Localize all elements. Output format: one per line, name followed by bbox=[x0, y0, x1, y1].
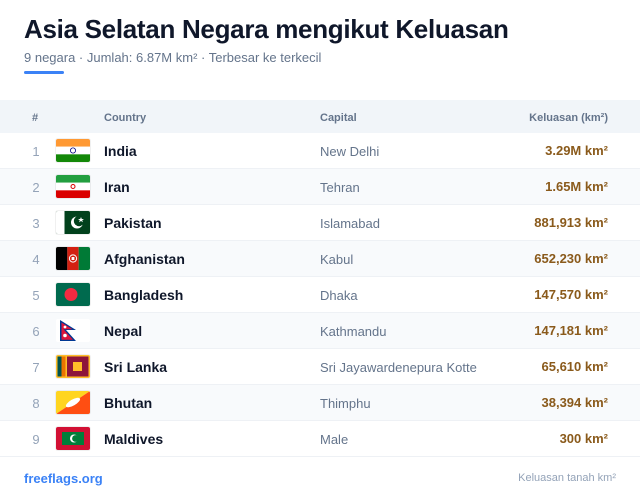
row-rank: 4 bbox=[32, 252, 40, 267]
row-rank: 2 bbox=[32, 180, 40, 195]
row-rank: 6 bbox=[32, 324, 40, 339]
area-value: 300 km² bbox=[559, 431, 608, 446]
row-rank: 1 bbox=[32, 144, 40, 159]
table-row: 7 Sri Lanka Sri Jayawardenepura Kotte 65… bbox=[0, 349, 640, 385]
bangladesh-flag-icon bbox=[56, 283, 90, 306]
capital-name: Kathmandu bbox=[320, 324, 387, 339]
sri-lanka-flag-icon bbox=[56, 355, 90, 378]
capital-name: New Delhi bbox=[320, 144, 380, 159]
table-row: 8 Bhutan Thimphu 38,394 km² bbox=[0, 385, 640, 421]
country-name: India bbox=[104, 143, 137, 159]
pakistan-flag-icon bbox=[56, 211, 90, 234]
iran-flag-icon bbox=[56, 175, 90, 198]
capital-name: Kabul bbox=[320, 252, 354, 267]
country-name: Nepal bbox=[104, 323, 143, 339]
area-value: 38,394 km² bbox=[541, 395, 609, 410]
capital-name: Tehran bbox=[320, 180, 360, 195]
table-row: 1 India New Delhi 3.29M km² bbox=[0, 133, 640, 169]
country-name: Afghanistan bbox=[104, 251, 185, 267]
table-row: 6 Nepal Kathmandu 147,181 km² bbox=[0, 313, 640, 349]
table-row: 5 Bangladesh Dhaka 147,570 km² bbox=[0, 277, 640, 313]
row-rank: 8 bbox=[32, 396, 40, 411]
capital-name: Thimphu bbox=[320, 396, 371, 411]
table-row: 2 Iran Tehran 1.65M km² bbox=[0, 169, 640, 205]
country-name: Bangladesh bbox=[104, 287, 184, 303]
table-header: # Country Capital Keluasan (km²) bbox=[0, 100, 640, 133]
area-value: 3.29M km² bbox=[545, 143, 608, 158]
area-value: 147,181 km² bbox=[534, 323, 608, 338]
page-footer: freeflags.org Keluasan tanah km² bbox=[0, 460, 640, 496]
page-title: Asia Selatan Negara mengikut Keluasan bbox=[24, 14, 509, 44]
table-row: 3 Pakistan Islamabad 881,913 km² bbox=[0, 205, 640, 241]
column-header-area: Keluasan (km²) bbox=[529, 112, 608, 124]
afghanistan-flag-icon bbox=[56, 247, 90, 270]
row-rank: 9 bbox=[32, 432, 40, 447]
row-rank: 7 bbox=[32, 360, 40, 375]
row-rank: 3 bbox=[32, 216, 40, 231]
area-value: 147,570 km² bbox=[534, 287, 608, 302]
column-header-capital: Capital bbox=[320, 112, 357, 124]
area-value: 881,913 km² bbox=[534, 215, 608, 230]
country-name: Sri Lanka bbox=[104, 359, 168, 375]
table-row: 4 Afghanistan Kabul 652,230 km² bbox=[0, 241, 640, 277]
title-accent-bar bbox=[24, 71, 64, 74]
table-row: 9 Maldives Male 300 km² bbox=[0, 421, 640, 457]
nepal-flag-icon bbox=[56, 319, 90, 342]
area-value: 65,610 km² bbox=[541, 359, 609, 374]
row-rank: 5 bbox=[32, 288, 40, 303]
capital-name: Male bbox=[320, 432, 349, 447]
capital-name: Sri Jayawardenepura Kotte bbox=[320, 360, 477, 375]
page-header: Asia Selatan Negara mengikut Keluasan 9 … bbox=[0, 0, 640, 86]
bhutan-flag-icon bbox=[56, 391, 90, 414]
country-name: Iran bbox=[104, 179, 130, 195]
country-name: Maldives bbox=[104, 431, 164, 447]
country-name: Bhutan bbox=[104, 395, 153, 411]
column-header-number: # bbox=[32, 112, 39, 124]
capital-name: Dhaka bbox=[320, 288, 358, 303]
column-header-country: Country bbox=[104, 112, 147, 124]
area-value: 1.65M km² bbox=[545, 179, 608, 194]
area-value: 652,230 km² bbox=[534, 251, 608, 266]
india-flag-icon bbox=[56, 139, 90, 162]
countries-table: # Country Capital Keluasan (km²) 1 India… bbox=[0, 100, 640, 457]
page-subtitle: 9 negara · Jumlah: 6.87M km² · Terbesar … bbox=[24, 50, 322, 65]
footer-note: Keluasan tanah km² bbox=[518, 472, 616, 484]
country-name: Pakistan bbox=[104, 215, 162, 231]
source-link[interactable]: freeflags.org bbox=[24, 471, 103, 486]
maldives-flag-icon bbox=[56, 427, 90, 450]
capital-name: Islamabad bbox=[320, 216, 380, 231]
